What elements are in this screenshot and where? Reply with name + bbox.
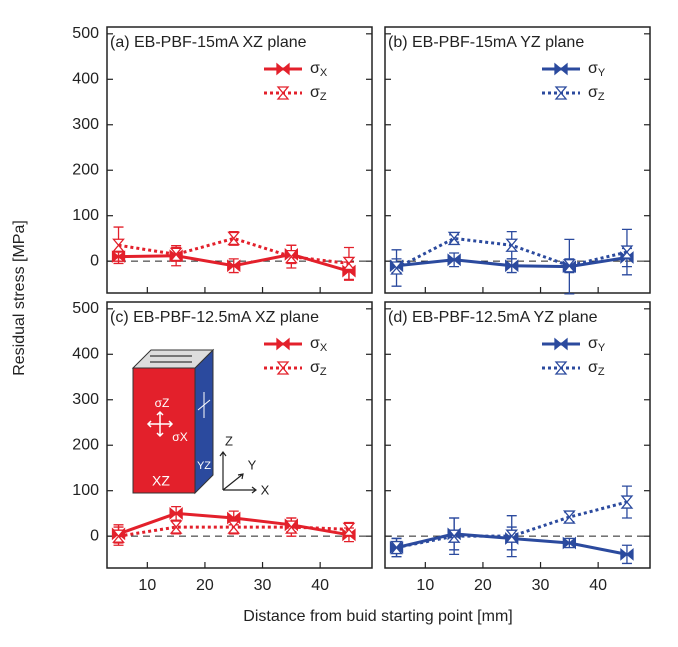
inset-label: YZ — [197, 460, 211, 472]
marker — [620, 547, 634, 561]
axes-icon — [219, 451, 257, 494]
y-tick-label: 500 — [72, 25, 99, 42]
inset-label: Y — [248, 457, 257, 472]
marker — [276, 62, 290, 76]
top-arrows — [150, 355, 192, 363]
y-tick-label: 200 — [72, 161, 99, 178]
marker — [620, 245, 634, 259]
panel: 10 20 30 40 (d) EB-PBF-12.5mA YZ plane σY σZ — [384, 301, 651, 594]
marker — [342, 522, 356, 536]
marker — [554, 337, 568, 351]
panel-title: (d) EB-PBF-12.5mA YZ plane — [388, 309, 598, 326]
legend-label: σZ — [588, 359, 605, 378]
y-tick-label: 300 — [72, 116, 99, 133]
marker — [169, 507, 183, 520]
y-tick-label: 200 — [72, 436, 99, 453]
marker — [554, 361, 568, 375]
legend-label: σX — [310, 335, 328, 354]
plot-frame — [384, 26, 651, 294]
marker — [276, 86, 290, 100]
side-arrows — [197, 392, 211, 418]
panel-title: (a) EB-PBF-15mA XZ plane — [110, 34, 307, 51]
panel: 0 100 200 300 400 500 10 20 30 40 (c) EB-PBF-12.5m… — [72, 300, 373, 594]
x-tick-label: 20 — [474, 577, 492, 594]
y-tick-label: 100 — [72, 207, 99, 224]
inset-label: XZ — [152, 473, 170, 489]
marker — [562, 259, 576, 273]
marker — [284, 520, 298, 534]
marker — [169, 520, 183, 534]
marker — [505, 238, 519, 252]
marker — [554, 62, 568, 76]
y-tick-label: 500 — [72, 300, 99, 317]
x-tick-label: 10 — [416, 577, 434, 594]
marker — [390, 540, 403, 555]
y-axis-title: Residual stress [MPa] — [11, 220, 28, 376]
x-tick-label: 40 — [311, 577, 329, 594]
plot-frame — [384, 301, 651, 569]
y-tick-label: 0 — [90, 252, 99, 269]
marker — [227, 259, 241, 273]
marker — [620, 495, 634, 509]
marker — [562, 510, 576, 524]
marker — [562, 536, 576, 550]
x-tick-label: 30 — [254, 577, 272, 594]
legend-label: σX — [310, 60, 328, 79]
marker — [390, 261, 403, 275]
top-face — [131, 349, 215, 369]
inset-label: X — [261, 482, 270, 497]
panel-title: (b) EB-PBF-15mA YZ plane — [388, 34, 584, 51]
x-tick-label: 10 — [138, 577, 156, 594]
legend-label: σZ — [310, 84, 327, 103]
marker — [447, 231, 461, 246]
marker — [505, 259, 519, 273]
inset-label: σX — [172, 430, 187, 444]
y-tick-label: 400 — [72, 346, 99, 363]
legend-label: σZ — [310, 359, 327, 378]
plot-frame — [106, 301, 373, 569]
stress-arrows — [146, 410, 174, 438]
marker — [447, 253, 461, 267]
panel-title: (c) EB-PBF-12.5mA XZ plane — [110, 309, 319, 326]
marker — [169, 247, 183, 261]
marker — [227, 520, 241, 534]
marker — [276, 361, 290, 375]
series-line — [118, 236, 350, 265]
y-tick-label: 0 — [90, 527, 99, 544]
marker — [342, 256, 356, 271]
panel: 0 100 200 300 400 500 (a) EB-PBF-15mA XZ plane… — [72, 25, 373, 294]
inset-label: σZ — [155, 396, 170, 410]
x-tick-label: 30 — [532, 577, 550, 594]
y-tick-label: 100 — [72, 482, 99, 499]
x-tick-label: 20 — [196, 577, 214, 594]
inset-label: Z — [225, 433, 233, 448]
marker — [112, 529, 125, 543]
marker — [447, 529, 461, 543]
marker — [505, 529, 519, 543]
legend-label: σZ — [588, 84, 605, 103]
marker — [112, 238, 125, 252]
marker — [227, 231, 241, 246]
legend-label: σY — [588, 335, 606, 354]
marker — [276, 337, 290, 351]
inset-diagram: σZ σX XZ YZ Z Y X — [131, 348, 270, 497]
marker — [554, 86, 568, 100]
x-tick-label: 40 — [589, 577, 607, 594]
y-tick-label: 400 — [72, 71, 99, 88]
plot-frame — [106, 26, 373, 294]
marker — [284, 249, 298, 264]
y-tick-label: 300 — [72, 391, 99, 408]
legend-label: σY — [588, 60, 606, 79]
x-axis-title: Distance from buid starting point [mm] — [243, 608, 512, 625]
